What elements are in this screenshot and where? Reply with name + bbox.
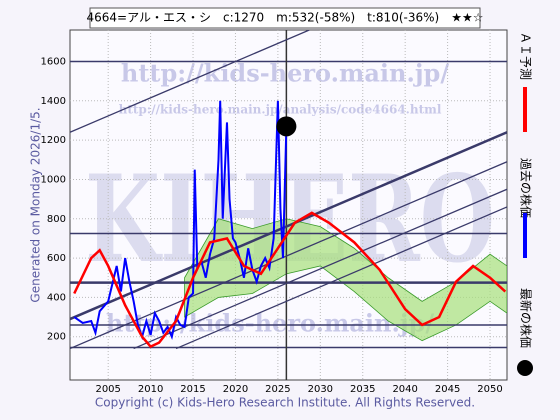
trend-line <box>133 188 507 350</box>
x-tick-label: 2040 <box>392 384 417 395</box>
latest-point <box>276 116 297 137</box>
y-tick-label: 600 <box>47 253 66 264</box>
y-tick-label: 1200 <box>41 135 66 146</box>
trend-line <box>175 206 507 350</box>
x-tick-label: 2030 <box>308 384 333 395</box>
series-line <box>73 100 288 341</box>
x-tick-label: 2050 <box>477 384 502 395</box>
trend-line <box>70 161 507 350</box>
y-tick-label: 400 <box>47 292 66 303</box>
x-tick-label: 2025 <box>265 384 290 395</box>
legend-label: 過去の株価 <box>519 158 534 218</box>
forecast-band <box>184 218 507 342</box>
trend-line <box>70 30 310 133</box>
y-tick-label: 200 <box>47 332 66 343</box>
y-tick-label: 800 <box>47 214 66 225</box>
x-tick-label: 2035 <box>350 384 375 395</box>
legend-swatch <box>517 360 533 376</box>
x-tick-label: 2045 <box>435 384 460 395</box>
y-tick-label: 1400 <box>41 96 66 107</box>
watermark: http://kids-hero.main.jp/analysis/code46… <box>119 103 442 117</box>
series-line <box>73 211 507 349</box>
trend-line <box>70 131 507 321</box>
copyright: Copyright (c) Kids-Hero Research Institu… <box>95 396 475 410</box>
watermark: http://kids-hero.main.jp/ <box>121 59 449 88</box>
legend-label: ＡＩ予測 <box>519 32 533 80</box>
legend-label: 最新の株価 <box>519 288 534 348</box>
generated-label: Generated on Monday 2026/1/5. <box>29 107 43 302</box>
x-tick-label: 2010 <box>138 384 163 395</box>
title-box <box>89 7 481 29</box>
x-tick-label: 2020 <box>223 384 248 395</box>
plot: http://kids-hero.main.jp/http://kids-her… <box>70 30 507 380</box>
x-tick-label: 2005 <box>95 384 120 395</box>
y-tick-label: 1000 <box>41 174 66 185</box>
x-tick-label: 2015 <box>180 384 205 395</box>
y-tick-label: 1600 <box>41 56 66 67</box>
chart-title: 4664=アル・エス・シ c:1270 m:532(-58%) t:810(-3… <box>87 11 484 25</box>
